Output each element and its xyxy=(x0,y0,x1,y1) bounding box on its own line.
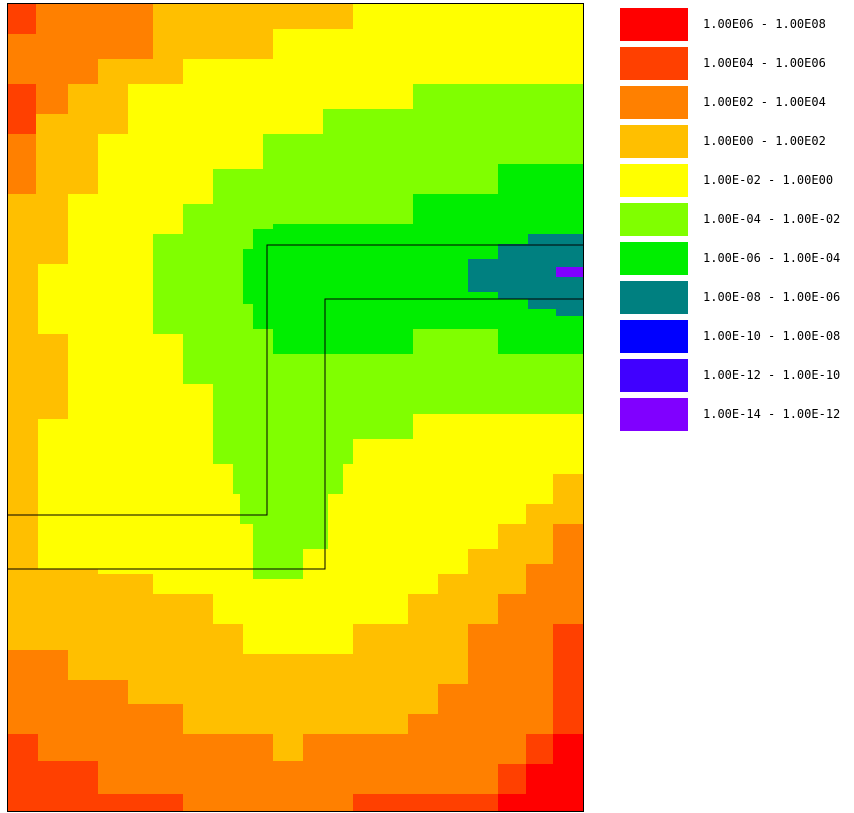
legend-label: 1.00E-02 - 1.00E00 xyxy=(703,173,834,187)
band-1e-06-1e-04 xyxy=(243,164,583,354)
legend-swatch xyxy=(620,8,688,41)
contour-map xyxy=(7,3,584,812)
legend-label: 1.00E-12 - 1.00E-10 xyxy=(703,368,841,382)
contour-map-svg xyxy=(8,4,583,811)
band-1e04-1e06 xyxy=(8,4,36,34)
band-1e06-1e08 xyxy=(498,734,583,811)
legend-label: 1.00E02 - 1.00E04 xyxy=(703,95,826,109)
legend-label: 1.00E04 - 1.00E06 xyxy=(703,56,826,70)
legend-swatch xyxy=(620,164,688,197)
legend-swatch xyxy=(620,359,688,392)
legend-label: 1.00E-06 - 1.00E-04 xyxy=(703,251,841,265)
legend-swatch xyxy=(620,203,688,236)
band-1e-08-1e-06 xyxy=(468,234,583,316)
legend-label: 1.00E-04 - 1.00E-02 xyxy=(703,212,841,226)
legend-swatch xyxy=(620,125,688,158)
legend-label: 1.00E00 - 1.00E02 xyxy=(703,134,826,148)
legend-label: 1.00E-08 - 1.00E-06 xyxy=(703,290,841,304)
band-1e-14-1e-12 xyxy=(556,267,583,277)
structure-outline xyxy=(8,244,583,570)
legend-swatch xyxy=(620,242,688,275)
legend-swatch xyxy=(620,86,688,119)
legend-swatch xyxy=(620,47,688,80)
legend-swatch xyxy=(620,320,688,353)
legend-swatch xyxy=(620,398,688,431)
contour-bands xyxy=(8,4,583,811)
legend-label: 1.00E06 - 1.00E08 xyxy=(703,17,826,31)
legend-label: 1.00E-10 - 1.00E-08 xyxy=(703,329,841,343)
legend-swatch xyxy=(620,281,688,314)
legend-label: 1.00E-14 - 1.00E-12 xyxy=(703,407,841,421)
structure-outline-path xyxy=(8,244,583,570)
